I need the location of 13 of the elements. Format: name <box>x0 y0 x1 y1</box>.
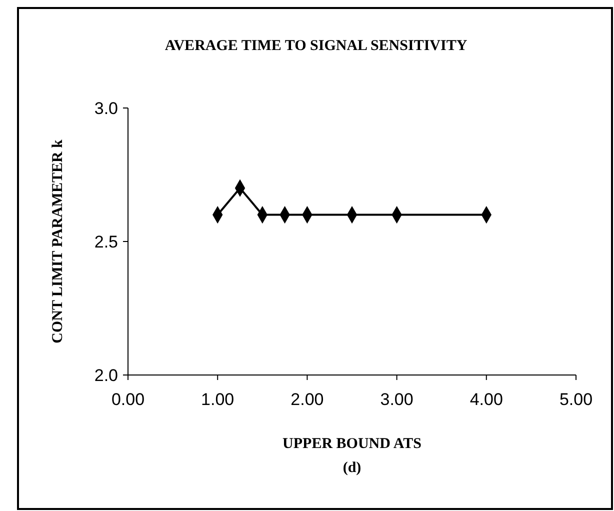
x-tick-label: 4.00 <box>470 390 503 409</box>
y-tick-label: 2.5 <box>94 232 118 252</box>
y-tick-label: 2.0 <box>94 366 118 385</box>
chart-title: AVERAGE TIME TO SIGNAL SENSITIVITY <box>164 38 468 54</box>
y-axis-title: CONT LIMIT PARAMETER k <box>50 138 66 344</box>
x-tick-label: 0.00 <box>111 390 145 409</box>
text: (d) <box>342 460 362 476</box>
y-tick-label: 3.0 <box>94 98 118 118</box>
x-tick-label: 1.00 <box>201 390 234 409</box>
x-axis-title: UPPER BOUND ATS <box>282 436 422 452</box>
x-tick-label: 5.00 <box>559 390 593 409</box>
x-tick-label: 2.00 <box>290 390 324 409</box>
x-tick-label: 3.00 <box>380 390 414 409</box>
